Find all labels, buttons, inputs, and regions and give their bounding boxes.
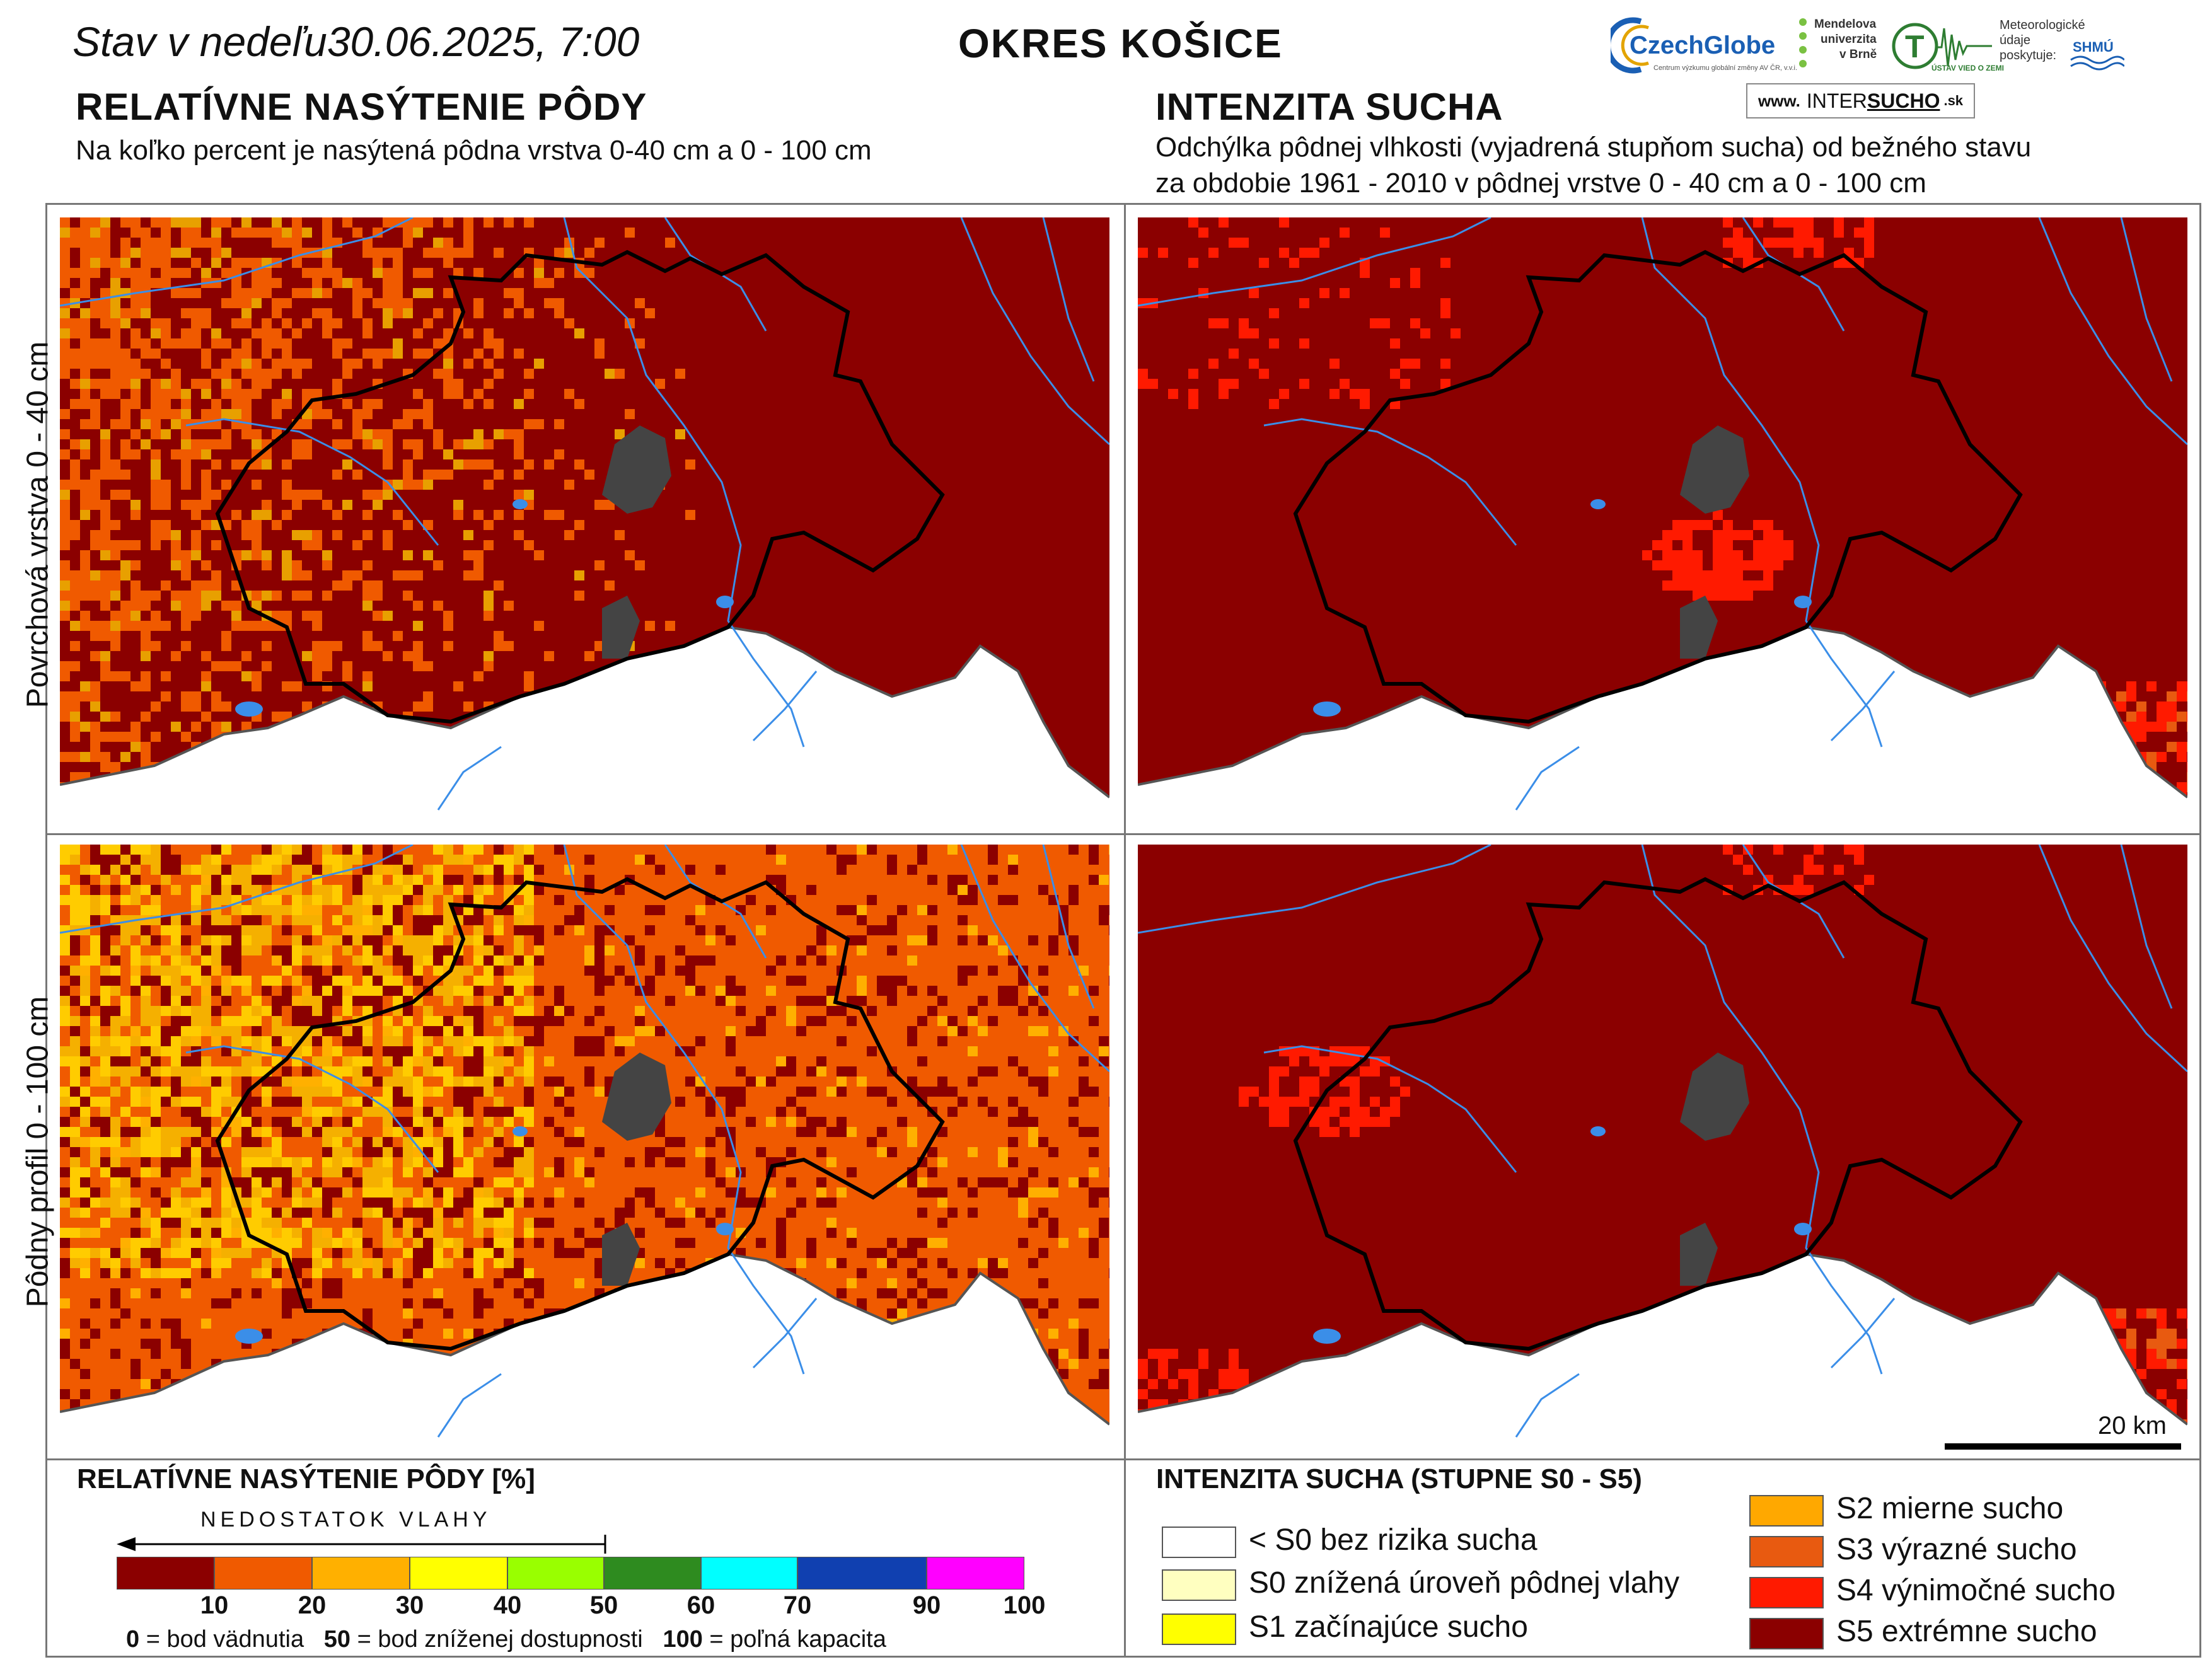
mendel-line-2: univerzita <box>1821 33 1877 46</box>
meteo-line-1: Meteorologické <box>2000 18 2085 32</box>
shmu-logo: SHMÚ <box>2068 38 2126 72</box>
saturation-swatch <box>927 1557 1024 1590</box>
meteo-provider-text: Meteorologické údaje poskytuje: <box>2000 18 2085 63</box>
left-panel-title: RELATÍVNE NASÝTENIE PÔDY <box>76 86 647 128</box>
saturation-swatch <box>604 1557 701 1590</box>
date-line: Stav v nedeľu30.06.2025, 7:00 <box>72 18 639 66</box>
scale-label: 20 km <box>2098 1412 2167 1440</box>
czechglobe-logo: CzechGlobe Centrum výzkumu globální změn… <box>1605 14 1797 77</box>
saturation-swatch <box>507 1557 604 1590</box>
drought-swatch <box>1749 1577 1824 1608</box>
mendel-line-3: v Brně <box>1839 48 1877 61</box>
saturation-tick: 20 <box>298 1591 327 1619</box>
date-prefix: Stav v nedeľu <box>72 18 327 65</box>
intersucho-a: INTER <box>1806 89 1867 112</box>
saturation-swatch <box>312 1557 410 1590</box>
legend-saturation-title: RELATÍVNE NASÝTENIE PÔDY [%] <box>77 1463 535 1494</box>
drought-label: S2 mierne sucho <box>1836 1492 2064 1525</box>
czechglobe-text: CzechGlobe <box>1630 32 1776 59</box>
saturation-swatch <box>701 1557 797 1590</box>
deficit-arrow <box>117 1535 606 1554</box>
saturation-scale-note: 0 = bod vädnutia 50 = bod zníženej dostu… <box>126 1626 886 1653</box>
row-divider <box>45 833 2201 835</box>
map-saturation-topsoil <box>60 217 1109 826</box>
uvgz-text: ÚSTAV VIED O ZEMI <box>1931 64 2004 72</box>
drought-label: < S0 bez rizika sucha <box>1249 1523 1537 1557</box>
meteo-line-2: údaje <box>2000 33 2030 47</box>
note-50: 50 <box>323 1626 351 1653</box>
drought-label: S4 výnimočné sucho <box>1836 1574 2116 1607</box>
uvgz-logo: T ÚSTAV VIED O ZEMI <box>1891 16 2004 79</box>
drought-swatch <box>1162 1613 1236 1645</box>
intersucho-logo: www. INTER SUCHO .sk <box>1746 83 1975 118</box>
right-panel-title: INTENZITA SUCHA <box>1155 86 1503 128</box>
map-saturation-profile <box>60 845 1109 1453</box>
intersucho-c: .sk <box>1943 93 1964 108</box>
row-label-bottom: Pôdny profil 0 - 100 cm <box>21 996 55 1308</box>
drought-label: S1 začínajúce sucho <box>1249 1610 1528 1644</box>
scale-bar <box>1945 1443 2181 1450</box>
mendel-line-1: Mendelova <box>1814 18 1877 31</box>
intersucho-www: www. <box>1757 91 1800 110</box>
note-0: 0 <box>126 1626 140 1653</box>
saturation-swatch <box>410 1557 507 1590</box>
drought-swatch <box>1749 1618 1824 1649</box>
drought-label: S3 výrazné sucho <box>1836 1533 2077 1566</box>
saturation-tick: 70 <box>783 1591 812 1619</box>
czechglobe-subtext: Centrum výzkumu globální změny AV ČR, v.… <box>1653 64 1798 72</box>
date-value: 30.06.2025, 7:00 <box>327 18 640 65</box>
horizontal-divider <box>45 1458 2201 1460</box>
vertical-divider <box>1124 203 1126 1658</box>
saturation-tick: 10 <box>200 1591 229 1619</box>
saturation-tick: 40 <box>493 1591 522 1619</box>
note-50-text: = bod zníženej dostupnosti <box>350 1626 663 1653</box>
map-drought-profile <box>1138 845 2187 1453</box>
region-title: OKRES KOŠICE <box>958 21 1283 66</box>
row-label-top: Povrchová vrstva 0 - 40 cm <box>21 341 55 708</box>
saturation-tick: 50 <box>589 1591 618 1619</box>
note-100-text: = poľná kapacita <box>702 1626 886 1653</box>
saturation-swatch <box>214 1557 312 1590</box>
saturation-swatch <box>797 1557 927 1590</box>
note-100: 100 <box>663 1626 703 1653</box>
maps-frame <box>45 203 2201 1658</box>
legend-drought-title: INTENZITA SUCHA (STUPNE S0 - S5) <box>1156 1463 1642 1494</box>
saturation-tick: 30 <box>395 1591 424 1619</box>
left-panel-subtitle: Na koľko percent je nasýtená pôdna vrstv… <box>76 135 872 166</box>
map-drought-topsoil <box>1138 217 2187 826</box>
drought-swatch <box>1162 1569 1236 1601</box>
drought-swatch <box>1749 1536 1824 1567</box>
drought-label: S5 extrémne sucho <box>1836 1615 2097 1648</box>
intersucho-b: SUCHO <box>1867 89 1940 112</box>
note-0-text: = bod vädnutia <box>139 1626 324 1653</box>
right-panel-subtitle-2: za obdobie 1961 - 2010 v pôdnej vrstve 0… <box>1155 168 1926 199</box>
shmu-text: SHMÚ <box>2073 39 2114 55</box>
meteo-line-3: poskytuje: <box>2000 49 2057 62</box>
drought-label: S0 znížená úroveň pôdnej vlahy <box>1249 1566 1680 1600</box>
mendel-logo: Mendelova univerzita v Brně <box>1795 16 1887 79</box>
saturation-swatch <box>117 1557 214 1590</box>
drought-swatch <box>1749 1495 1824 1527</box>
drought-swatch <box>1162 1527 1236 1558</box>
saturation-tick: 90 <box>912 1591 941 1619</box>
right-panel-subtitle-1: Odchýlka pôdnej vlhkosti (vyjadrená stup… <box>1155 132 2032 163</box>
saturation-tick: 100 <box>1003 1591 1046 1619</box>
saturation-tick: 60 <box>686 1591 715 1619</box>
deficit-arrow-label: NEDOSTATOK VLAHY <box>200 1508 492 1532</box>
svg-text:T: T <box>1905 29 1925 64</box>
